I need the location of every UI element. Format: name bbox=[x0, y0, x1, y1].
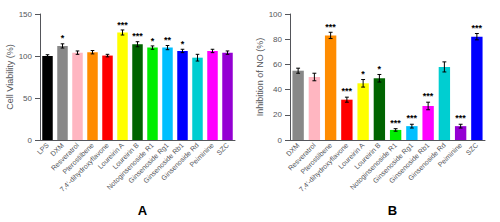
svg-text:SZC: SZC bbox=[465, 142, 480, 157]
svg-text:***: *** bbox=[132, 31, 143, 41]
svg-text:Loureirin A: Loureirin A bbox=[337, 141, 366, 171]
svg-text:Ginsenoside Rg1: Ginsenoside Rg1 bbox=[371, 141, 415, 185]
svg-text:Pterostilbene: Pterostilbene bbox=[299, 141, 334, 176]
svg-text:***: *** bbox=[407, 113, 418, 123]
svg-text:***: *** bbox=[390, 118, 401, 128]
svg-text:7,4'-dihydroxyflavone: 7,4'-dihydroxyflavone bbox=[297, 141, 350, 193]
svg-text:40: 40 bbox=[273, 85, 282, 94]
svg-text:Loureirin B: Loureirin B bbox=[111, 141, 140, 171]
svg-text:100: 100 bbox=[19, 52, 33, 61]
svg-text:Ginsenoside Rd: Ginsenoside Rd bbox=[159, 141, 200, 182]
svg-text:Cell Viability (%): Cell Viability (%) bbox=[5, 44, 15, 109]
svg-text:Resveratrol: Resveratrol bbox=[286, 141, 317, 172]
svg-text:0: 0 bbox=[28, 136, 33, 145]
svg-text:**: ** bbox=[164, 35, 172, 45]
svg-text:LPS: LPS bbox=[36, 141, 51, 156]
svg-text:Loureirin A: Loureirin A bbox=[96, 141, 125, 171]
svg-text:80: 80 bbox=[273, 35, 282, 44]
svg-text:60: 60 bbox=[273, 60, 282, 69]
svg-text:***: *** bbox=[325, 22, 336, 32]
svg-text:*: * bbox=[61, 33, 65, 43]
svg-text:0: 0 bbox=[278, 136, 283, 145]
svg-text:*: * bbox=[181, 39, 185, 49]
svg-text:***: *** bbox=[423, 91, 434, 101]
svg-text:***: *** bbox=[117, 20, 128, 30]
svg-text:*: * bbox=[361, 69, 365, 79]
svg-text:DXM: DXM bbox=[49, 141, 65, 158]
svg-text:Ginsenoside Rb1: Ginsenoside Rb1 bbox=[142, 141, 185, 185]
svg-text:100: 100 bbox=[269, 10, 283, 19]
svg-text:Ginsenoside Rb1: Ginsenoside Rb1 bbox=[387, 141, 431, 185]
svg-text:Inhibition of NO (%): Inhibition of NO (%) bbox=[255, 38, 265, 117]
svg-text:*: * bbox=[378, 64, 382, 74]
svg-text:DXM: DXM bbox=[284, 141, 301, 158]
svg-text:7,4'-dihydroxyflavone: 7,4'-dihydroxyflavone bbox=[58, 141, 110, 193]
svg-text:A: A bbox=[138, 203, 148, 218]
svg-text:Notoginsenoside R1: Notoginsenoside R1 bbox=[348, 141, 399, 191]
svg-text:20: 20 bbox=[273, 110, 282, 119]
svg-text:***: *** bbox=[455, 113, 466, 123]
svg-text:***: *** bbox=[342, 86, 353, 96]
svg-text:Loureirin B: Loureirin B bbox=[353, 141, 382, 171]
svg-text:***: *** bbox=[472, 23, 483, 33]
svg-text:*: * bbox=[151, 36, 155, 46]
svg-text:Resveratrol: Resveratrol bbox=[49, 141, 80, 172]
svg-text:SZC: SZC bbox=[215, 142, 230, 157]
svg-text:Pterostilbene: Pterostilbene bbox=[61, 141, 95, 176]
svg-text:Notoginsenoside R1: Notoginsenoside R1 bbox=[105, 141, 155, 191]
svg-text:Ginsenoside Rd: Ginsenoside Rd bbox=[406, 141, 447, 182]
svg-text:150: 150 bbox=[19, 10, 33, 19]
svg-text:50: 50 bbox=[23, 94, 32, 103]
svg-text:Peiminine: Peiminine bbox=[436, 141, 463, 168]
svg-text:Peiminine: Peiminine bbox=[188, 141, 215, 168]
svg-text:Ginsenoside Rg1: Ginsenoside Rg1 bbox=[127, 141, 170, 185]
svg-text:B: B bbox=[388, 203, 397, 218]
